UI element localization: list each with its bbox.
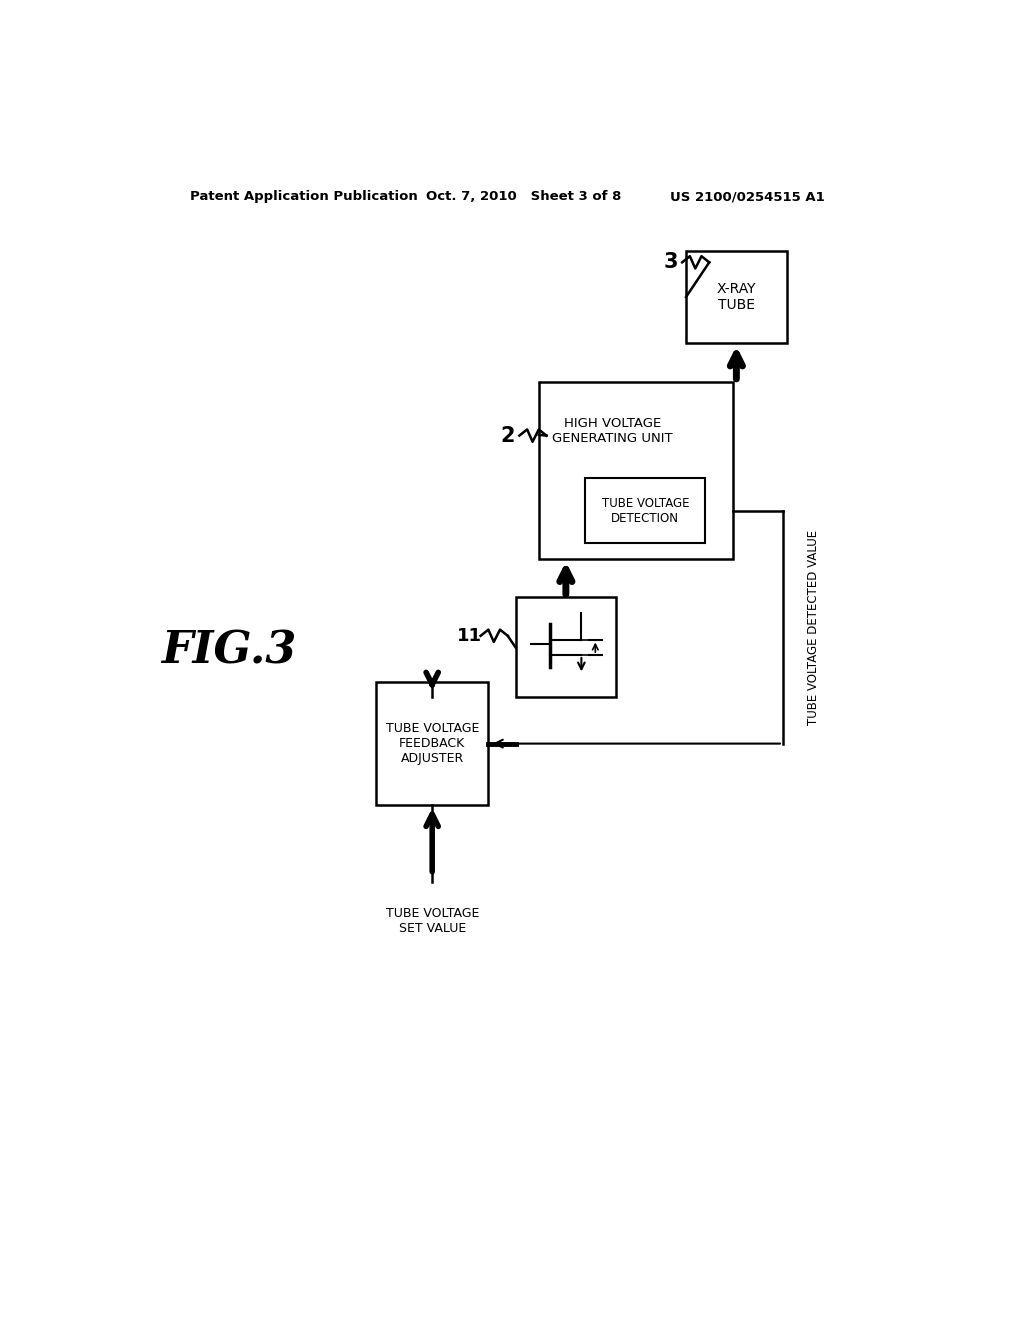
Bar	[539, 381, 732, 558]
Text: Oct. 7, 2010   Sheet 3 of 8: Oct. 7, 2010 Sheet 3 of 8	[426, 190, 622, 203]
Bar	[515, 597, 616, 697]
Text: TUBE VOLTAGE
SET VALUE: TUBE VOLTAGE SET VALUE	[385, 907, 479, 935]
Text: FIG.3: FIG.3	[161, 630, 296, 673]
Text: US 2100/0254515 A1: US 2100/0254515 A1	[671, 190, 825, 203]
Text: Patent Application Publication: Patent Application Publication	[190, 190, 418, 203]
Bar	[586, 478, 706, 544]
Bar	[376, 682, 488, 805]
Text: TUBE VOLTAGE DETECTED VALUE: TUBE VOLTAGE DETECTED VALUE	[807, 529, 820, 725]
Text: 3: 3	[664, 252, 678, 272]
Text: TUBE VOLTAGE
DETECTION: TUBE VOLTAGE DETECTION	[601, 496, 689, 524]
Text: HIGH VOLTAGE
GENERATING UNIT: HIGH VOLTAGE GENERATING UNIT	[552, 417, 673, 445]
Text: TUBE VOLTAGE
FEEDBACK
ADJUSTER: TUBE VOLTAGE FEEDBACK ADJUSTER	[385, 722, 479, 766]
Text: X-RAY
TUBE: X-RAY TUBE	[717, 282, 756, 312]
Text: 2: 2	[501, 425, 515, 446]
Text: 11: 11	[457, 627, 481, 644]
Bar	[686, 251, 786, 343]
